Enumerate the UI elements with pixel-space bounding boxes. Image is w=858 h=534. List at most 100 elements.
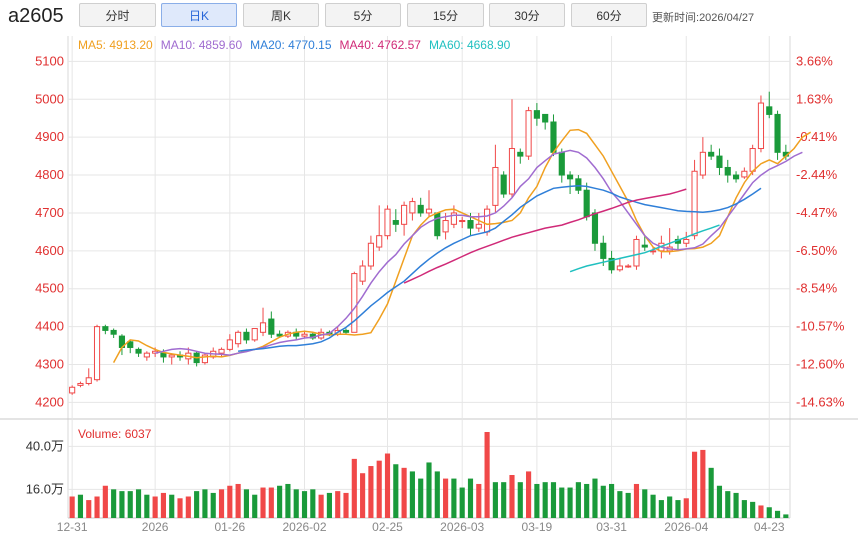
percent-tick-label: 3.66% <box>796 53 833 68</box>
update-time-label: 更新时间: <box>652 12 700 24</box>
volume-bar <box>650 494 656 518</box>
volume-bar <box>235 483 241 518</box>
volume-bar <box>69 496 75 518</box>
candle-body <box>135 348 142 354</box>
ma-line-ma40 <box>403 188 687 284</box>
candle-body <box>492 166 499 206</box>
volume-bar <box>285 483 291 518</box>
volume-bar <box>376 460 382 518</box>
candle-body <box>517 151 524 157</box>
candle-body <box>616 265 623 271</box>
candle-body <box>243 331 250 341</box>
volume-bar <box>675 500 681 518</box>
x-tick-label: 03-19 <box>522 520 553 534</box>
volume-bar <box>127 491 133 518</box>
x-tick-label: 04-23 <box>754 520 785 534</box>
legend-item: MA40: 4762.57 <box>340 38 422 52</box>
candle-body <box>367 242 374 267</box>
volume-tick-label: 16.0万 <box>26 481 64 496</box>
price-tick-label: 4200 <box>35 394 64 409</box>
volume-bar <box>509 475 515 518</box>
percent-tick-label: -4.47% <box>796 205 838 220</box>
volume-bar <box>102 485 108 518</box>
volume-bar <box>443 478 449 518</box>
x-tick-label: 2026-04 <box>664 520 708 534</box>
candle-body <box>500 174 507 195</box>
volume-bar <box>343 492 349 518</box>
candle-body <box>425 208 433 214</box>
candle-body <box>218 348 225 354</box>
volume-bar <box>716 485 723 518</box>
candle-body <box>268 318 275 335</box>
volume-bar <box>625 492 631 518</box>
volume-bar <box>559 487 565 518</box>
percent-tick-label: -14.63% <box>796 394 845 409</box>
volume-bar <box>484 432 490 518</box>
update-time: 更新时间:2026/04/27 <box>652 9 754 25</box>
candle-body <box>484 208 491 233</box>
volume-bar <box>750 501 756 518</box>
ma-line-ma10 <box>154 149 803 356</box>
candle-body <box>533 110 540 119</box>
legend-item: MA60: 4668.90 <box>429 38 511 52</box>
candle-body <box>583 189 590 218</box>
tab-30min[interactable]: 30分 <box>489 3 565 27</box>
volume-bar <box>766 507 772 518</box>
volume-bar <box>119 491 125 518</box>
tab-5min[interactable]: 5分 <box>325 3 401 27</box>
volume-bar <box>542 482 548 518</box>
candle-body <box>351 273 358 333</box>
candle-body <box>699 151 706 176</box>
volume-bar <box>467 478 474 518</box>
volume-bar <box>783 514 789 518</box>
volume-bar <box>185 496 191 518</box>
percent-tick-label: -8.54% <box>796 281 838 296</box>
symbol-title: a2605 <box>8 5 64 27</box>
volume-bar <box>683 498 689 518</box>
price-tick-label: 4500 <box>35 281 64 296</box>
candle-body <box>741 170 748 178</box>
tab-intraday[interactable]: 分时 <box>79 3 156 27</box>
candle-body <box>442 220 449 233</box>
candle-body <box>525 110 532 157</box>
candle-body <box>608 257 615 271</box>
percent-tick-label: 1.63% <box>796 91 833 106</box>
candle-body <box>467 220 474 229</box>
volume-bar <box>667 496 673 518</box>
candle-body <box>591 212 599 244</box>
candle-body <box>567 174 574 180</box>
candle-body <box>575 178 582 191</box>
candle-body <box>409 201 416 214</box>
candle-body <box>508 148 516 195</box>
candle-body <box>226 339 233 350</box>
volume-bar <box>642 489 648 518</box>
candle-body <box>69 386 76 394</box>
volume-bar <box>144 494 150 518</box>
candle-body <box>127 341 134 348</box>
volume-bar <box>202 489 208 518</box>
tab-60min[interactable]: 60分 <box>571 3 647 27</box>
tab-daily-k[interactable]: 日K <box>161 3 237 27</box>
volume-bar <box>218 489 225 518</box>
price-tick-label: 4800 <box>35 167 64 182</box>
tab-15min[interactable]: 15分 <box>407 3 484 27</box>
volume-bar <box>617 491 623 518</box>
candle-body <box>251 328 258 341</box>
candle-body <box>102 326 109 331</box>
volume-bar <box>567 487 573 518</box>
percent-tick-label: -0.41% <box>796 129 838 144</box>
legend-item: MA5: 4913.20 <box>78 38 153 52</box>
volume-bar <box>725 491 731 518</box>
volume-bar <box>733 492 739 518</box>
volume-bar <box>451 478 457 518</box>
volume-bar <box>260 487 266 518</box>
tab-weekly-k[interactable]: 周K <box>243 3 319 27</box>
volume-bar <box>86 500 92 518</box>
volume-bar <box>609 483 615 518</box>
volume-bar <box>194 491 200 518</box>
volume-bar <box>774 510 781 518</box>
candle-body <box>93 326 101 381</box>
volume-bar <box>169 494 175 518</box>
candle-body <box>459 220 466 223</box>
candle-body <box>392 220 399 225</box>
